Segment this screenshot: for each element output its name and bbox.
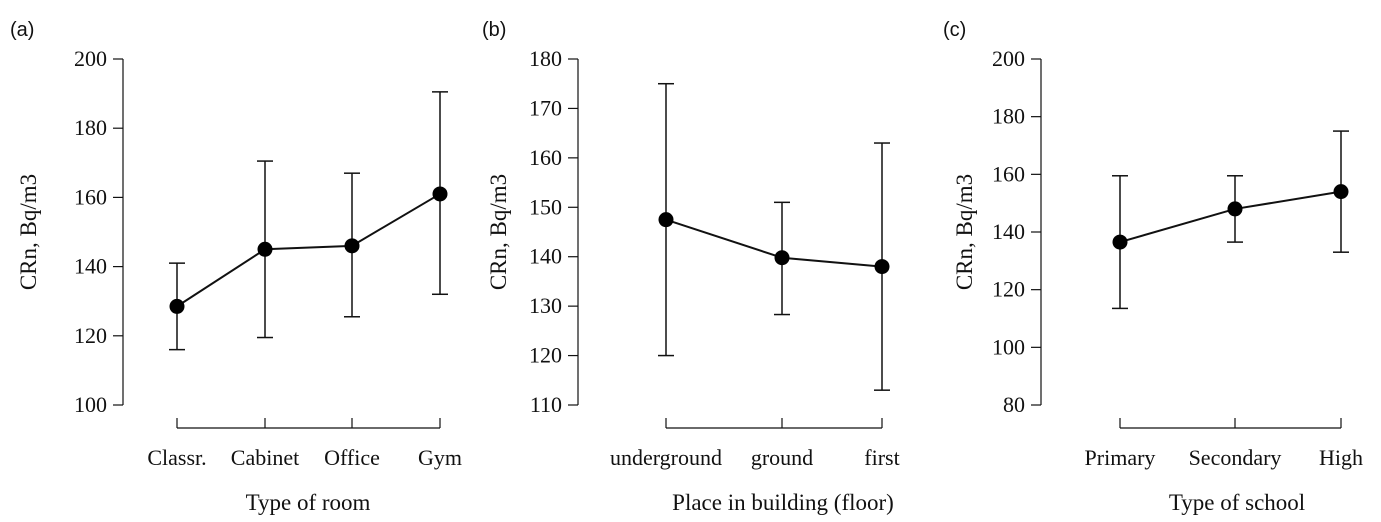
y-tick-label: 130 <box>529 293 562 318</box>
data-point <box>658 212 674 228</box>
data-point <box>169 298 185 314</box>
y-tick-label: 140 <box>529 244 562 269</box>
panel-letter: (a) <box>10 19 34 41</box>
data-point <box>257 241 273 257</box>
data-point <box>432 186 448 202</box>
x-tick-label: Gym <box>418 445 462 470</box>
y-axis-title: CRn, Bq/m3 <box>486 174 511 290</box>
chart-b: (b) 110 120 130 140 150 160 170 180 CRn, Bq/m3 und… <box>482 19 900 515</box>
series-line <box>176 193 441 308</box>
x-axis-title: Place in building (floor) <box>672 490 894 515</box>
chart-c: (c) 80 100 120 140 160 180 200 CRn, Bq/m3 Primary… <box>943 19 1363 515</box>
x-tick-label: underground <box>610 445 722 470</box>
y-tick-label: 180 <box>529 46 562 71</box>
series-line <box>1119 190 1342 244</box>
data-point <box>1227 201 1243 217</box>
x-tick-label: Office <box>324 445 380 470</box>
y-tick-label: 80 <box>1003 392 1025 417</box>
y-axis-title: CRn, Bq/m3 <box>952 174 977 290</box>
x-tick-label: Cabinet <box>231 445 299 470</box>
y-tick-label: 150 <box>529 194 562 219</box>
y-tick-label: 170 <box>529 95 562 120</box>
data-point <box>1333 184 1349 200</box>
x-tick-label: High <box>1319 445 1363 470</box>
data-point <box>874 259 890 275</box>
y-tick-label: 140 <box>74 254 107 279</box>
data-point <box>344 238 360 254</box>
y-tick-label: 200 <box>992 46 1025 71</box>
y-tick-label: 120 <box>992 277 1025 302</box>
y-tick-label: 160 <box>74 184 107 209</box>
x-tick-label: Primary <box>1085 445 1156 470</box>
y-tick-label: 120 <box>74 323 107 348</box>
y-tick-label: 100 <box>74 392 107 417</box>
y-tick-label: 160 <box>992 161 1025 186</box>
x-axis-title: Type of school <box>1169 490 1305 515</box>
y-tick-label: 100 <box>992 334 1025 359</box>
y-tick-label: 160 <box>529 145 562 170</box>
data-point <box>774 250 790 266</box>
x-axis-title: Type of room <box>246 490 371 515</box>
series-line <box>665 218 883 268</box>
chart-panel-b: (b) 110 120 130 140 150 160 170 180 CRn, Bq/m3 und… <box>470 0 935 517</box>
data-point <box>1112 234 1128 250</box>
chart-panel-c: (c) 80 100 120 140 160 180 200 CRn, Bq/m3 Primary… <box>935 0 1381 517</box>
panel-letter: (c) <box>943 19 966 41</box>
y-tick-label: 200 <box>74 46 107 71</box>
chart-panel-a: (a) 100 120 140 160 180 200 CRn, Bq/m3 Classr. Ca… <box>0 0 470 517</box>
x-tick-label: ground <box>751 445 813 470</box>
x-tick-label: Secondary <box>1189 445 1282 470</box>
x-tick-label: Classr. <box>147 445 206 470</box>
chart-a: (a) 100 120 140 160 180 200 CRn, Bq/m3 Classr. Ca… <box>10 19 462 515</box>
y-tick-label: 140 <box>992 219 1025 244</box>
y-tick-label: 180 <box>992 104 1025 129</box>
panel-letter: (b) <box>482 19 506 41</box>
y-tick-label: 120 <box>529 343 562 368</box>
y-axis-title: CRn, Bq/m3 <box>16 174 41 290</box>
x-tick-label: first <box>864 445 899 470</box>
y-tick-label: 180 <box>74 115 107 140</box>
y-tick-label: 110 <box>530 392 562 417</box>
